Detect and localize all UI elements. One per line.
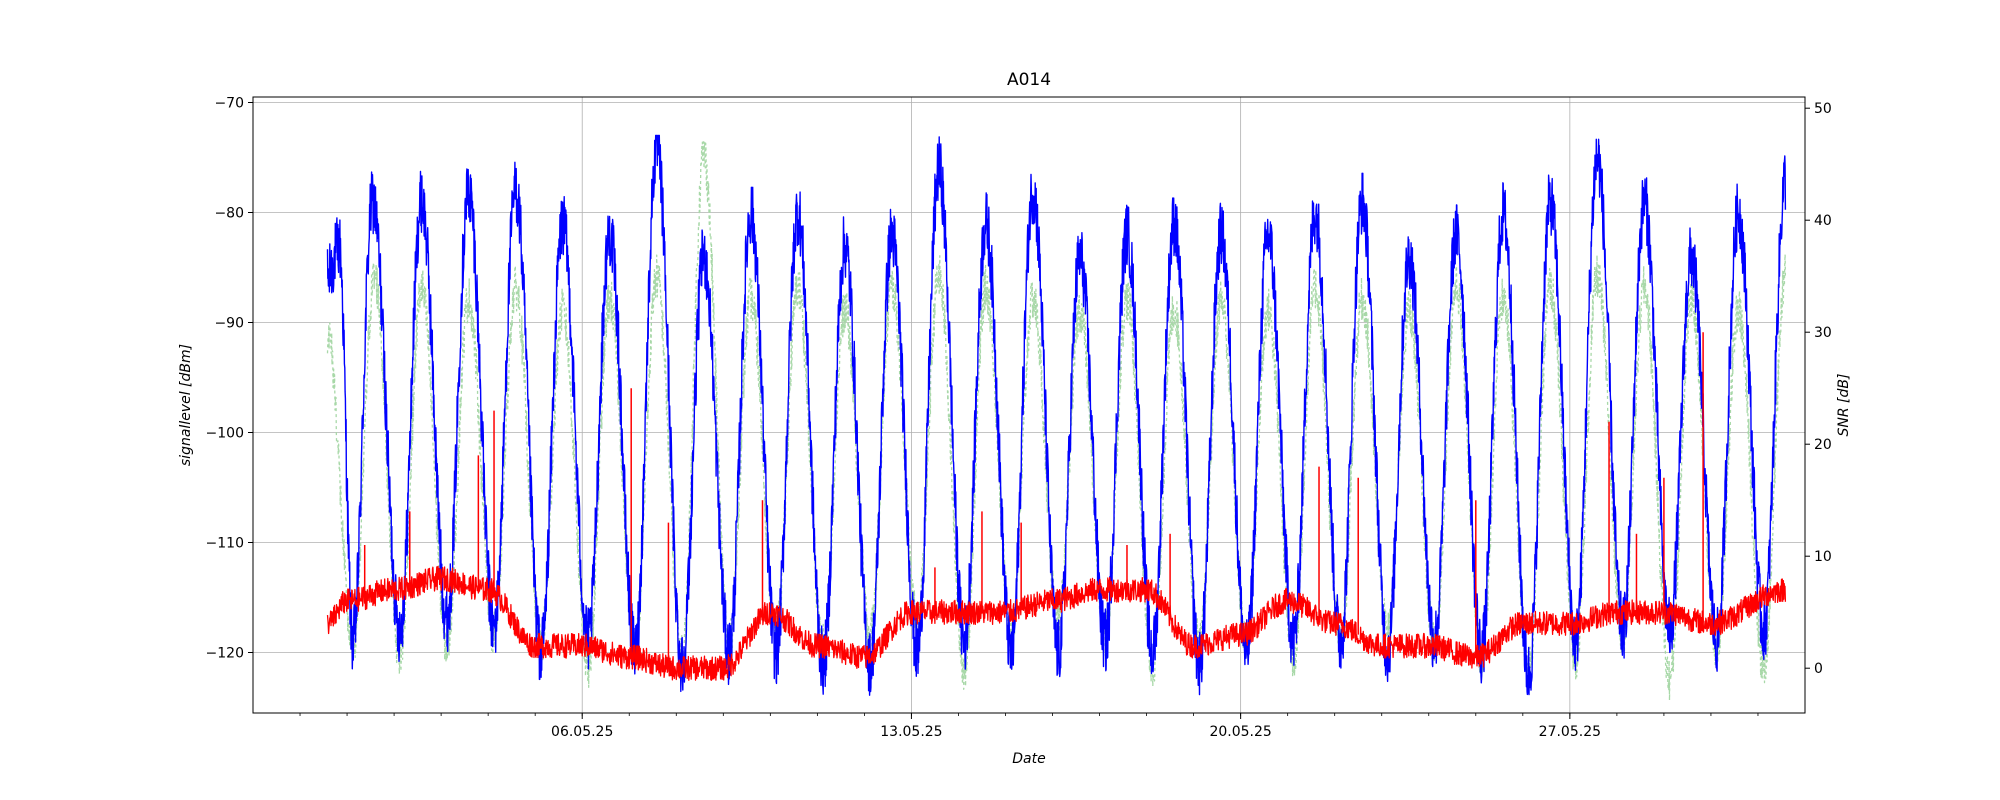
y-tick-label-right: 0	[1814, 661, 1823, 677]
chart-title: A014	[1007, 70, 1051, 90]
y-axis-label-left: signallevel [dBm]	[178, 344, 194, 466]
x-axis-label: Date	[1012, 751, 1045, 767]
y-tick-label-right: 40	[1814, 213, 1832, 229]
x-tick-label: 13.05.25	[880, 724, 942, 740]
series-line-1	[326, 565, 1787, 681]
y-tick-label-left: −110	[206, 536, 244, 552]
y-tick-label-right: 50	[1814, 101, 1832, 117]
y-tick-label-right: 20	[1814, 437, 1832, 453]
x-tick-label: 27.05.25	[1539, 724, 1601, 740]
plot-frame	[252, 96, 1806, 714]
y-tick-label-right: 10	[1814, 549, 1832, 565]
x-tick-label: 20.05.25	[1209, 724, 1271, 740]
y-tick-label-left: −100	[206, 426, 244, 442]
series-line-0	[326, 134, 1787, 696]
x-tick-label: 06.05.25	[551, 724, 613, 740]
y-axis-label-right: SNR [dB]	[1836, 374, 1852, 437]
series-layer	[326, 134, 1787, 701]
y-tick-label-left: −120	[206, 646, 244, 662]
axis-layer: −70 −80 −90 −100 −110 −120 50 40 30 20 10 0 06.05.25…	[206, 96, 1832, 741]
y-tick-label-left: −90	[214, 316, 244, 332]
y-tick-label-left: −80	[214, 206, 244, 222]
y-tick-label-left: −70	[214, 96, 244, 112]
y-tick-label-right: 30	[1814, 325, 1832, 341]
